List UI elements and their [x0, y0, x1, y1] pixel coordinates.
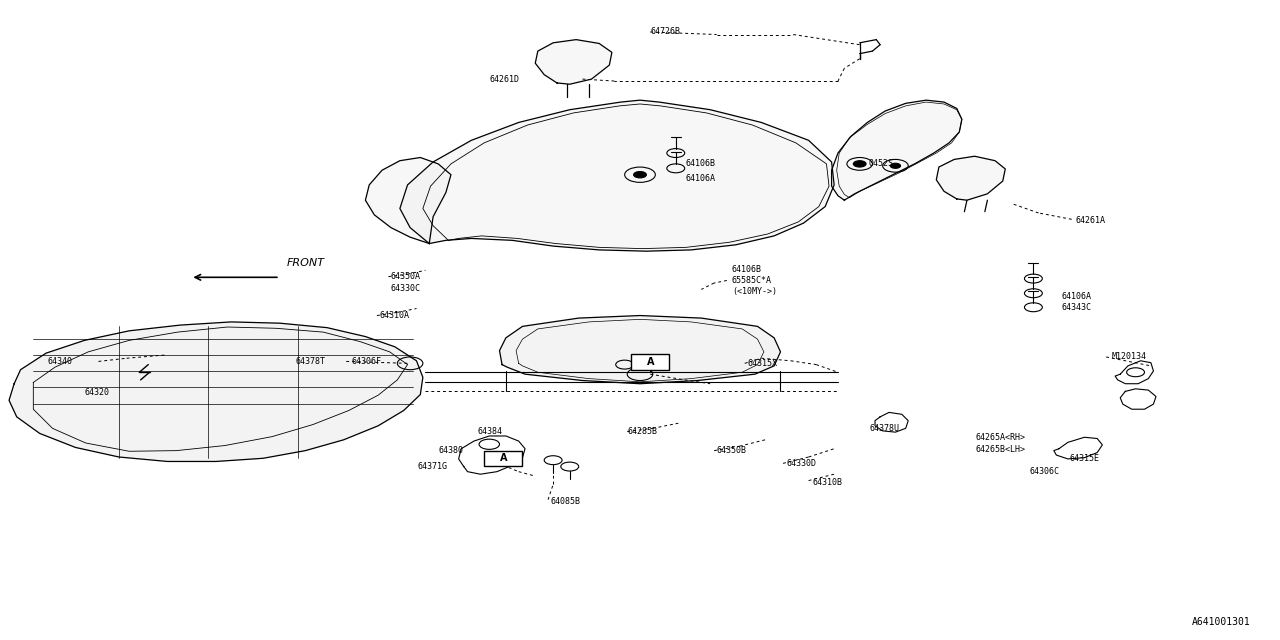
Polygon shape [399, 100, 835, 251]
Polygon shape [535, 40, 612, 84]
Text: 64306F: 64306F [351, 357, 381, 366]
FancyBboxPatch shape [484, 451, 522, 466]
Polygon shape [365, 157, 451, 244]
Text: FRONT: FRONT [287, 259, 324, 268]
Text: A641001301: A641001301 [1192, 617, 1251, 627]
Text: A: A [499, 453, 507, 463]
Text: 64085B: 64085B [550, 497, 581, 506]
Text: 64106A: 64106A [1061, 292, 1092, 301]
Text: 64261A: 64261A [1075, 216, 1106, 225]
Text: 64384: 64384 [477, 427, 503, 436]
Text: 65585C*A: 65585C*A [732, 276, 772, 285]
Text: 64265B<LH>: 64265B<LH> [975, 445, 1025, 454]
Text: 64106B: 64106B [686, 159, 716, 168]
Text: 64106A: 64106A [686, 174, 716, 183]
Text: 64315E: 64315E [1069, 454, 1100, 463]
Text: 64340: 64340 [47, 357, 73, 366]
Circle shape [854, 161, 867, 167]
Text: 64106B: 64106B [732, 264, 762, 273]
Text: 64285B: 64285B [627, 427, 657, 436]
Text: 64378U: 64378U [870, 424, 900, 433]
Text: 64320: 64320 [84, 387, 109, 397]
Text: 64261D: 64261D [489, 76, 520, 84]
Text: 64350A: 64350A [390, 272, 421, 281]
Text: 64315X: 64315X [748, 359, 777, 368]
Text: 64330C: 64330C [390, 284, 421, 292]
Polygon shape [832, 100, 961, 200]
Text: 64726B: 64726B [650, 28, 680, 36]
Text: 64330D: 64330D [787, 459, 817, 468]
Text: 64306C: 64306C [1029, 467, 1060, 476]
Circle shape [634, 172, 646, 178]
Text: 64310B: 64310B [813, 478, 842, 487]
Text: A: A [646, 357, 654, 367]
Text: 64371G: 64371G [417, 462, 448, 471]
Text: 64310A: 64310A [379, 311, 410, 320]
Text: 64350B: 64350B [717, 446, 746, 455]
Text: 64378T: 64378T [296, 357, 325, 366]
Polygon shape [9, 322, 422, 461]
Text: 64343C: 64343C [1061, 303, 1092, 312]
Polygon shape [499, 316, 781, 384]
Text: M120134: M120134 [1111, 353, 1147, 362]
Text: 0452S: 0452S [869, 159, 893, 168]
Text: (<10MY->): (<10MY->) [732, 287, 777, 296]
Text: 64380: 64380 [438, 446, 463, 455]
Circle shape [891, 163, 901, 168]
Polygon shape [936, 156, 1005, 200]
FancyBboxPatch shape [631, 355, 669, 370]
Text: 64265A<RH>: 64265A<RH> [975, 433, 1025, 442]
